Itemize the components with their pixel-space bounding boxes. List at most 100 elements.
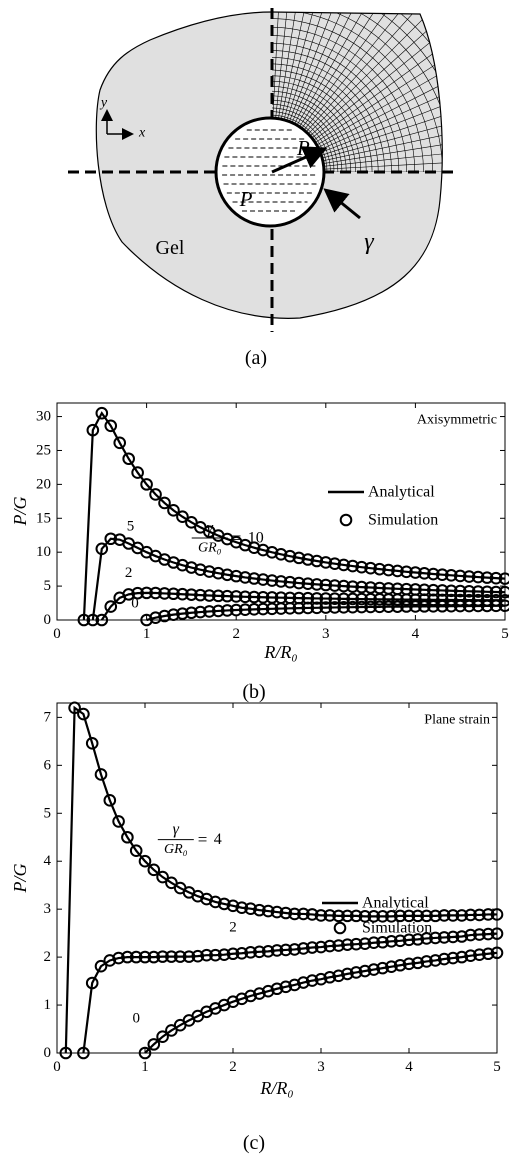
simulation-marker (349, 966, 363, 979)
cavity (214, 116, 326, 228)
mesh-line (283, 12, 354, 120)
simulation-marker (122, 588, 135, 601)
simulation-marker (158, 587, 171, 600)
simulation-marker (129, 844, 143, 857)
simulation-marker (446, 909, 460, 922)
simulation-marker (427, 593, 440, 607)
simulation-marker (473, 908, 486, 922)
curve-label: 5 (127, 518, 135, 534)
simulation-marker (498, 585, 509, 599)
fraction-relation: = (198, 830, 208, 849)
simulation-marker (453, 584, 467, 598)
mesh-line (316, 12, 443, 146)
simulation-marker (229, 569, 243, 583)
simulation-marker (328, 601, 342, 614)
simulation-marker (305, 974, 319, 987)
caption: (b) (242, 681, 265, 703)
simulation-marker (385, 960, 398, 973)
simulation-marker (393, 958, 407, 972)
y-tick-label: 30 (36, 409, 51, 425)
simulation-marker (261, 984, 275, 998)
mesh-line (307, 12, 443, 135)
simulation-marker (411, 933, 425, 946)
analytical-line (144, 951, 498, 1054)
simulation-marker (261, 904, 275, 918)
simulation-marker (292, 601, 306, 615)
mesh-line (289, 12, 385, 122)
simulation-marker (400, 565, 413, 579)
simulation-marker (310, 592, 324, 605)
simulation-marker (462, 599, 476, 613)
simulation-marker (297, 907, 310, 921)
x-tick-label: 4 (405, 1059, 413, 1075)
simulation-marker (95, 542, 109, 556)
axis-y-label: y (99, 96, 108, 111)
simulation-marker (173, 950, 187, 963)
simulation-marker (112, 951, 125, 965)
simulation-marker (481, 927, 495, 941)
simulation-marker (367, 963, 381, 976)
simulation-marker (349, 937, 363, 951)
curve-label: 4 (214, 831, 222, 848)
simulation-marker (185, 561, 198, 574)
simulation-marker (203, 605, 216, 618)
simulation-marker (435, 584, 449, 597)
simulation-marker (85, 976, 99, 990)
simulation-marker (310, 554, 324, 568)
simulation-marker (437, 909, 451, 922)
tension-arrow (323, 188, 361, 220)
simulation-marker (229, 603, 243, 617)
simulation-marker (364, 561, 377, 575)
simulation-marker (435, 599, 449, 613)
simulation-marker (355, 560, 368, 574)
simulation-marker (328, 592, 342, 606)
simulation-marker (385, 934, 398, 948)
simulation-marker (167, 587, 180, 601)
simulation-marker (94, 959, 108, 973)
simulation-marker (464, 928, 477, 942)
simulation-marker (147, 1038, 161, 1051)
x-tick-label: 5 (501, 626, 509, 642)
simulation-marker (229, 590, 243, 603)
y-tick-label: 6 (44, 757, 52, 773)
simulation-marker (86, 613, 100, 627)
simulation-marker (185, 606, 198, 620)
simulation-marker (288, 907, 301, 921)
y-axis-label: P/G (10, 864, 30, 894)
simulation-marker (314, 909, 328, 922)
simulation-marker (247, 572, 261, 585)
simulation-marker (261, 945, 275, 958)
simulation-marker (455, 950, 469, 964)
simulation-marker (256, 590, 270, 604)
mesh-line (291, 12, 401, 123)
simulation-marker (420, 955, 433, 968)
simulation-marker (453, 599, 467, 613)
mesh-line (275, 12, 304, 119)
simulation-marker (355, 580, 368, 594)
simulation-marker (147, 950, 161, 964)
mesh-line (317, 26, 443, 148)
simulation-marker (147, 863, 161, 877)
x-tick-label: 5 (493, 1059, 501, 1075)
simulation-marker (453, 569, 467, 583)
simulation-marker (418, 566, 431, 580)
simulation-marker (122, 452, 135, 466)
simulation-marker (85, 736, 99, 750)
simulation-marker (305, 941, 319, 954)
simulation-marker (382, 593, 395, 606)
simulation-marker (346, 592, 359, 606)
simulation-marker (471, 599, 485, 613)
simulation-marker (235, 901, 249, 915)
simulation-marker (337, 601, 351, 614)
corner-text: Plane strain (424, 713, 490, 728)
simulation-marker (220, 589, 234, 603)
simulation-marker (367, 910, 381, 923)
simulation-marker (191, 949, 205, 963)
simulation-marker (429, 909, 442, 923)
x-tick-label: 3 (317, 1059, 325, 1075)
mesh-line (313, 12, 443, 141)
simulation-marker (209, 895, 222, 909)
simulation-marker (310, 578, 324, 591)
fraction-numerator: γ (207, 519, 214, 536)
